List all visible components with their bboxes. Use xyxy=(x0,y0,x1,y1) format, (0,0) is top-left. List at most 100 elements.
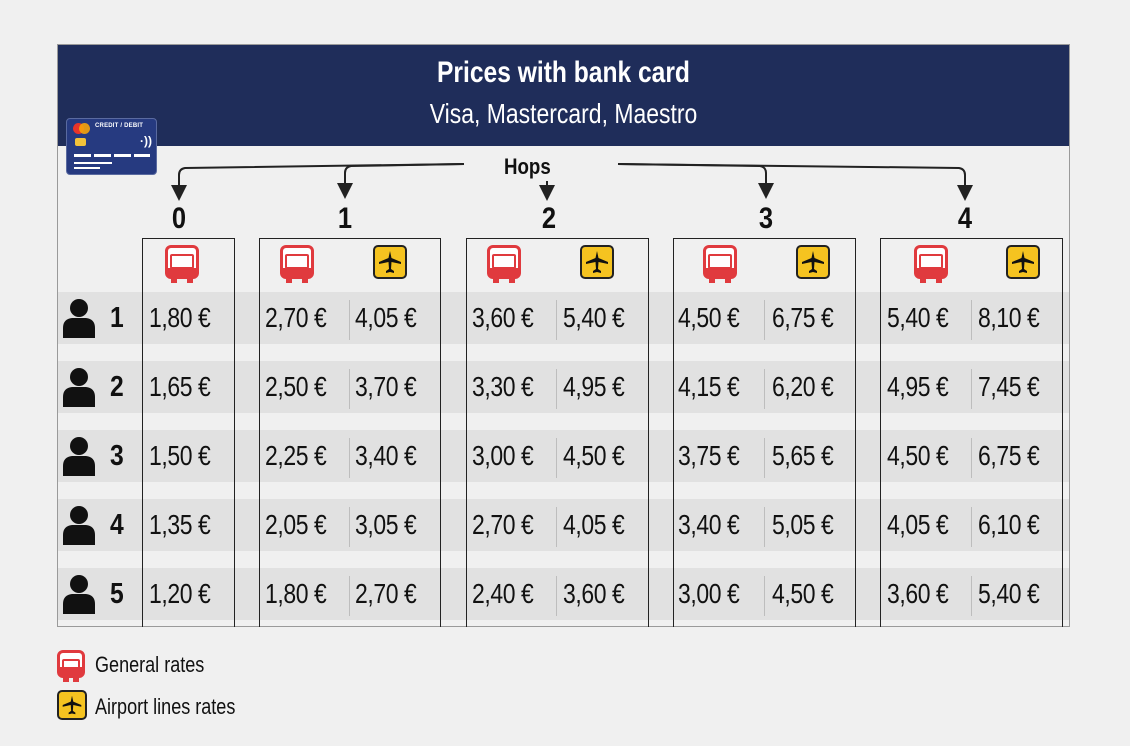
price-cell: 3,60 € xyxy=(472,302,534,333)
column-separator xyxy=(349,507,350,547)
legend-general-label: General rates xyxy=(95,652,205,677)
hop-number-2: 2 xyxy=(541,202,557,235)
price-cell: 6,10 € xyxy=(978,509,1040,540)
price-cell: 5,40 € xyxy=(563,302,625,333)
person-icon xyxy=(61,574,97,619)
persons-count: 3 xyxy=(110,440,124,472)
price-cell: 4,05 € xyxy=(563,509,625,540)
page-subtitle: Visa, Mastercard, Maestro xyxy=(429,98,698,129)
price-cell: 5,40 € xyxy=(978,578,1040,609)
price-cell: 3,00 € xyxy=(678,578,740,609)
column-separator xyxy=(556,438,557,478)
hop-group-4 xyxy=(880,238,1063,627)
price-cell: 2,50 € xyxy=(265,371,327,402)
price-cell: 4,50 € xyxy=(563,440,625,471)
column-separator xyxy=(764,300,765,340)
column-separator xyxy=(556,300,557,340)
price-cell: 2,70 € xyxy=(265,302,327,333)
price-cell: 1,50 € xyxy=(149,440,211,471)
column-separator xyxy=(556,507,557,547)
plane-icon xyxy=(1006,245,1040,279)
price-cell: 4,50 € xyxy=(678,302,740,333)
hop-group-1 xyxy=(259,238,441,627)
column-separator xyxy=(556,369,557,409)
price-cell: 4,95 € xyxy=(887,371,949,402)
row-stripe xyxy=(58,361,1069,413)
row-stripe xyxy=(58,568,1069,620)
person-icon xyxy=(61,505,97,550)
bus-icon xyxy=(280,245,314,283)
column-separator xyxy=(971,369,972,409)
column-separator xyxy=(971,300,972,340)
column-separator xyxy=(349,300,350,340)
bus-icon xyxy=(703,245,737,283)
price-cell: 3,60 € xyxy=(563,578,625,609)
column-separator xyxy=(764,507,765,547)
hop-number-3: 3 xyxy=(758,202,774,235)
bus-icon xyxy=(487,245,521,283)
column-separator xyxy=(971,438,972,478)
bus-icon xyxy=(165,245,199,283)
column-separator xyxy=(764,438,765,478)
column-separator xyxy=(349,576,350,616)
hop-group-3 xyxy=(673,238,856,627)
price-cell: 1,80 € xyxy=(149,302,211,333)
hop-group-0 xyxy=(142,238,235,627)
bus-icon xyxy=(57,650,85,682)
price-cell: 1,80 € xyxy=(265,578,327,609)
price-cell: 4,50 € xyxy=(772,578,834,609)
hop-number-0: 0 xyxy=(171,202,187,235)
hop-number-1: 1 xyxy=(337,202,353,235)
price-cell: 6,75 € xyxy=(772,302,834,333)
persons-count: 4 xyxy=(110,509,124,541)
row-stripe xyxy=(58,292,1069,344)
row-stripe xyxy=(58,430,1069,482)
price-cell: 3,30 € xyxy=(472,371,534,402)
price-cell: 4,05 € xyxy=(887,509,949,540)
column-separator xyxy=(556,576,557,616)
price-cell: 7,45 € xyxy=(978,371,1040,402)
legend-general: General rates xyxy=(57,648,357,682)
header-banner: Prices with bank card Visa, Mastercard, … xyxy=(58,45,1069,146)
column-separator xyxy=(349,438,350,478)
person-icon xyxy=(61,436,97,481)
price-cell: 5,40 € xyxy=(887,302,949,333)
bus-icon xyxy=(914,245,948,283)
plane-icon xyxy=(373,245,407,279)
price-cell: 6,20 € xyxy=(772,371,834,402)
hop-number-4: 4 xyxy=(957,202,973,235)
plane-icon xyxy=(796,245,830,279)
legend-airport: Airport lines rates xyxy=(57,690,357,720)
persons-count: 5 xyxy=(110,578,124,610)
price-cell: 3,00 € xyxy=(472,440,534,471)
price-cell: 3,70 € xyxy=(355,371,417,402)
persons-count: 1 xyxy=(110,302,124,334)
price-cell: 3,40 € xyxy=(678,509,740,540)
price-cell: 4,95 € xyxy=(563,371,625,402)
price-cell: 3,60 € xyxy=(887,578,949,609)
column-separator xyxy=(349,369,350,409)
page-title: Prices with bank card xyxy=(437,56,690,89)
plane-icon xyxy=(580,245,614,279)
hops-label: Hops xyxy=(504,154,551,179)
person-icon xyxy=(61,298,97,343)
price-cell: 3,75 € xyxy=(678,440,740,471)
column-separator xyxy=(764,369,765,409)
price-cell: 2,40 € xyxy=(472,578,534,609)
price-cell: 2,05 € xyxy=(265,509,327,540)
price-cell: 2,70 € xyxy=(355,578,417,609)
price-cell: 6,75 € xyxy=(978,440,1040,471)
price-cell: 5,65 € xyxy=(772,440,834,471)
price-cell: 4,50 € xyxy=(887,440,949,471)
hops-arrows xyxy=(171,163,973,201)
column-separator xyxy=(971,507,972,547)
price-cell: 1,20 € xyxy=(149,578,211,609)
price-table-panel: Prices with bank card Visa, Mastercard, … xyxy=(57,44,1070,627)
column-separator xyxy=(764,576,765,616)
price-cell: 3,40 € xyxy=(355,440,417,471)
price-cell: 5,05 € xyxy=(772,509,834,540)
person-icon xyxy=(61,367,97,412)
row-stripe xyxy=(58,499,1069,551)
hop-group-2 xyxy=(466,238,649,627)
card-chip-icon xyxy=(75,138,86,146)
